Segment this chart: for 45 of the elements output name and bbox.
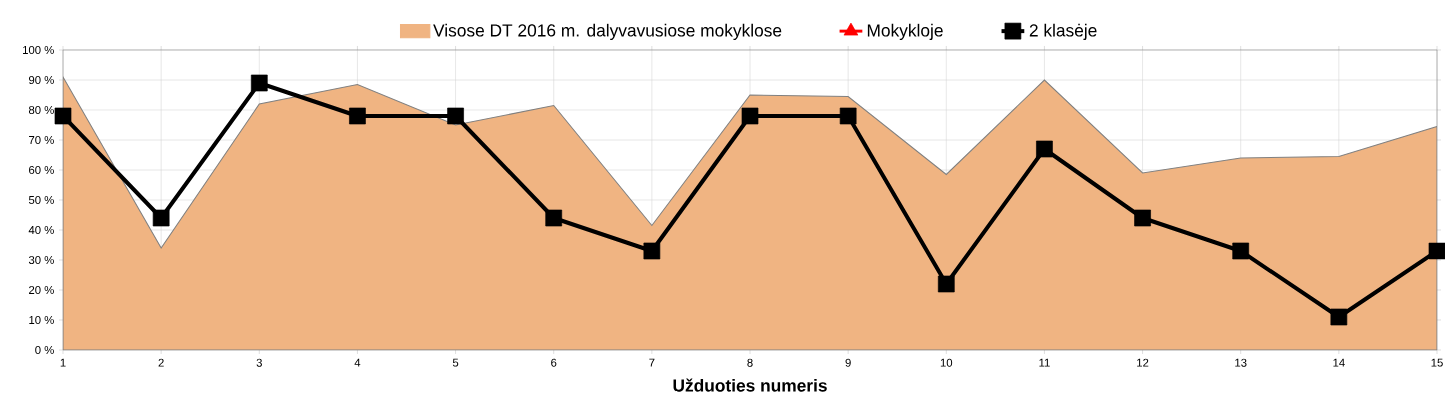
legend-label: 2 klasėje — [1029, 23, 1097, 40]
x-tick-label: 13 — [1235, 358, 1247, 367]
point — [1232, 242, 1250, 260]
x-tick-label: 2 — [158, 358, 164, 367]
point — [447, 107, 464, 125]
x-tick-label: 11 — [1039, 358, 1050, 367]
point — [643, 242, 661, 260]
y-tick-label: 50 % — [28, 196, 54, 205]
point — [1134, 209, 1151, 227]
y-tick-label: 90 % — [28, 76, 54, 85]
x-tick-label: 10 — [940, 358, 953, 367]
point — [54, 107, 72, 125]
x-tick-label: 3 — [256, 358, 262, 367]
point — [741, 107, 759, 125]
y-tick-label: 30 % — [28, 256, 54, 265]
y-tick-label: 40 % — [28, 226, 54, 235]
point — [250, 74, 268, 92]
x-tick-label: 7 — [649, 358, 655, 367]
point — [937, 275, 955, 293]
point — [1330, 308, 1348, 326]
point — [1428, 242, 1445, 260]
point — [1036, 140, 1053, 158]
x-tick-label: 1 — [60, 358, 66, 367]
legend-label: Mokykloje — [867, 23, 943, 40]
x-tick-label: 12 — [1137, 358, 1149, 367]
point — [545, 209, 563, 227]
y-tick-label: 10 % — [29, 316, 54, 325]
legend-label: Visose DT 2016 m. dalyvavusiose mokyklose — [433, 23, 782, 40]
y-tick-label: 0 % — [35, 346, 54, 355]
x-tick-label: 6 — [551, 358, 557, 367]
x-axis-title: Užduoties numeris — [673, 378, 827, 392]
y-tick-label: 60 % — [29, 166, 54, 175]
x-tick-label: 5 — [452, 358, 459, 367]
x-tick-label: 4 — [354, 358, 361, 367]
y-tick-label: 80 % — [28, 106, 54, 115]
x-tick-label: 14 — [1333, 358, 1345, 367]
y-tick-label: 70 % — [29, 136, 54, 145]
x-tick-label: 8 — [747, 358, 753, 367]
x-tick-label: 15 — [1431, 358, 1443, 367]
point — [152, 209, 170, 227]
y-tick-label: 20 % — [29, 286, 54, 295]
point — [349, 107, 366, 125]
x-tick-label: 9 — [845, 358, 851, 367]
y-tick-label: 100 % — [23, 46, 54, 55]
point — [839, 107, 857, 125]
